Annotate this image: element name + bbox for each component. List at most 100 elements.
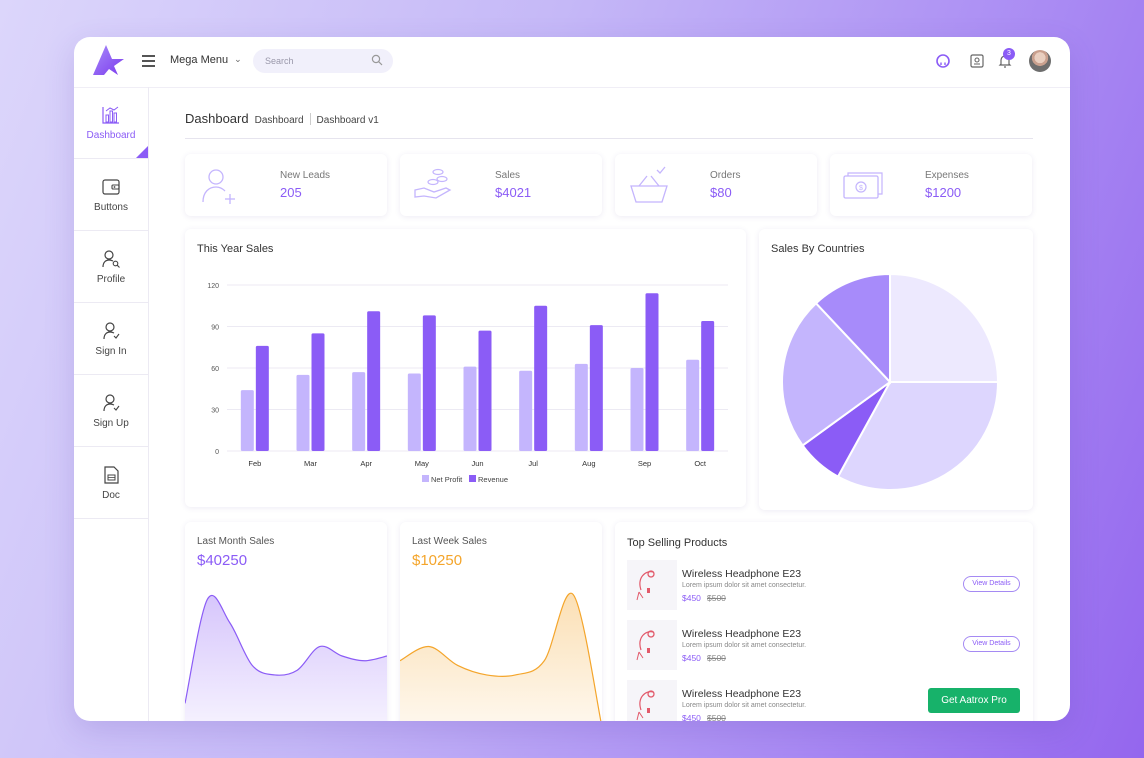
- y-tick-label: 30: [211, 408, 219, 415]
- mega-menu-dropdown[interactable]: Mega Menu ⌄: [170, 53, 242, 67]
- svg-text:$: $: [859, 185, 863, 192]
- sidebar: Dashboard Buttons Profile Sign In Sign U…: [74, 87, 149, 721]
- stat-card-new-leads: New Leads 205: [185, 154, 387, 216]
- github-icon[interactable]: [935, 53, 951, 69]
- bar-net-profit[interactable]: [574, 363, 588, 451]
- bar-revenue[interactable]: [478, 330, 492, 451]
- product-description: Lorem ipsum dolor sit amet consectetur.: [682, 642, 807, 649]
- avatar[interactable]: [1029, 50, 1051, 72]
- stat-label: Expenses: [925, 170, 969, 181]
- pie-slice[interactable]: [836, 381, 1000, 491]
- basket-icon: [630, 166, 668, 203]
- bar-revenue[interactable]: [534, 305, 548, 451]
- breadcrumb-item[interactable]: Dashboard v1: [316, 115, 379, 126]
- card-title: Last Week Sales: [412, 536, 487, 547]
- sidebar-item-sign-in[interactable]: Sign In: [74, 303, 148, 375]
- wallet-icon[interactable]: [969, 53, 985, 69]
- sidebar-item-label: Profile: [96, 273, 126, 285]
- last-month-sales-card: Last Month Sales $40250: [185, 522, 387, 721]
- list-item: Wireless Headphone E23 Lorem ipsum dolor…: [627, 620, 1020, 672]
- bar-revenue[interactable]: [645, 293, 659, 451]
- stat-card-orders: Orders $80: [615, 154, 817, 216]
- product-description: Lorem ipsum dolor sit amet consectetur.: [682, 702, 807, 709]
- x-tick-label: Feb: [248, 459, 261, 468]
- logo[interactable]: [90, 42, 126, 78]
- sidebar-item-doc[interactable]: Doc: [74, 447, 148, 519]
- bar-revenue[interactable]: [367, 311, 381, 451]
- stat-value: 205: [280, 185, 302, 200]
- mega-menu-label: Mega Menu: [170, 54, 229, 66]
- last-month-sales-chart: [185, 595, 387, 721]
- search-input[interactable]: [253, 49, 393, 73]
- product-thumbnail: [627, 680, 677, 721]
- bar-revenue[interactable]: [422, 315, 436, 451]
- stat-label: Orders: [710, 170, 741, 181]
- last-week-sales-value: $10250: [412, 552, 463, 569]
- y-tick-label: 90: [211, 325, 219, 332]
- user-check-icon: [103, 393, 120, 411]
- search-icon[interactable]: [371, 54, 383, 66]
- bar-net-profit[interactable]: [407, 373, 421, 451]
- stat-label: Sales: [495, 170, 521, 181]
- stat-label: New Leads: [280, 170, 331, 181]
- y-tick-label: 60: [211, 366, 219, 373]
- area-fill: [400, 593, 601, 721]
- pie-slice[interactable]: [889, 272, 1000, 383]
- bar-net-profit[interactable]: [352, 372, 366, 451]
- bar-net-profit[interactable]: [686, 359, 700, 451]
- view-details-button[interactable]: View Details: [963, 576, 1020, 592]
- stat-value: $1200: [925, 185, 962, 200]
- y-tick-label: 120: [207, 283, 219, 290]
- product-price: $450: [682, 653, 701, 663]
- sidebar-item-buttons[interactable]: Buttons: [74, 159, 148, 231]
- bar-revenue[interactable]: [311, 333, 325, 451]
- sidebar-item-profile[interactable]: Profile: [74, 231, 148, 303]
- product-old-price: $500: [707, 593, 726, 603]
- bar-revenue[interactable]: [589, 325, 603, 451]
- chevron-down-icon: ⌄: [234, 53, 242, 64]
- stat-card-expenses: $ Expenses $1200: [830, 154, 1032, 216]
- bar-chart-icon: [102, 106, 119, 124]
- banknotes-icon: $: [843, 172, 883, 199]
- wallet-icon: [102, 178, 120, 195]
- sidebar-item-label: Sign Up: [93, 417, 129, 429]
- legend-label: Net Profit: [431, 475, 463, 484]
- bar-revenue[interactable]: [701, 320, 715, 451]
- product-price: $450: [682, 713, 701, 721]
- hamburger-menu-icon[interactable]: [142, 55, 155, 67]
- legend-swatch: [422, 475, 429, 482]
- this-year-sales-chart: 0 30 60 90 120 Feb Mar Apr May Jun Jul Aug Sep Oct Net…: [207, 283, 728, 484]
- sidebar-item-sign-up[interactable]: Sign Up: [74, 375, 148, 447]
- sidebar-item-label: Buttons: [94, 201, 128, 213]
- x-tick-label: Sep: [638, 459, 651, 468]
- card-title: Top Selling Products: [627, 537, 728, 549]
- area-line: [185, 595, 387, 704]
- breadcrumb-item[interactable]: Dashboard: [254, 115, 304, 126]
- bar-net-profit[interactable]: [519, 370, 533, 451]
- view-details-button[interactable]: View Details: [963, 636, 1020, 652]
- bar-net-profit[interactable]: [240, 390, 254, 451]
- breadcrumb-separator: [309, 112, 311, 125]
- sidebar-item-dashboard[interactable]: Dashboard: [74, 87, 148, 159]
- bar-net-profit[interactable]: [463, 366, 477, 451]
- user-check-icon: [103, 321, 120, 339]
- legend-swatch: [469, 475, 476, 482]
- get-pro-button[interactable]: Get Aatrox Pro: [928, 688, 1020, 713]
- stat-value: $4021: [495, 185, 532, 200]
- product-old-price: $500: [707, 653, 726, 663]
- this-year-sales-card: This Year Sales 0 30 60 90 120 Feb Mar Apr May Ju…: [185, 229, 746, 507]
- bar-net-profit[interactable]: [296, 374, 310, 451]
- legend-label: Revenue: [478, 475, 508, 484]
- stat-value: $80: [710, 185, 732, 200]
- last-month-sales-value: $40250: [197, 552, 248, 569]
- product-description: Lorem ipsum dolor sit amet consectetur.: [682, 582, 807, 589]
- pie-slice[interactable]: [814, 272, 891, 385]
- bar-revenue[interactable]: [255, 345, 269, 451]
- area-line: [400, 592, 602, 721]
- product-thumbnail: [627, 620, 677, 670]
- bar-net-profit[interactable]: [630, 368, 644, 451]
- pie-slice[interactable]: [781, 301, 892, 447]
- x-tick-label: Jul: [528, 459, 538, 468]
- sales-by-countries-card: Sales By Countries: [759, 229, 1033, 510]
- hand-coins-icon: [414, 168, 452, 199]
